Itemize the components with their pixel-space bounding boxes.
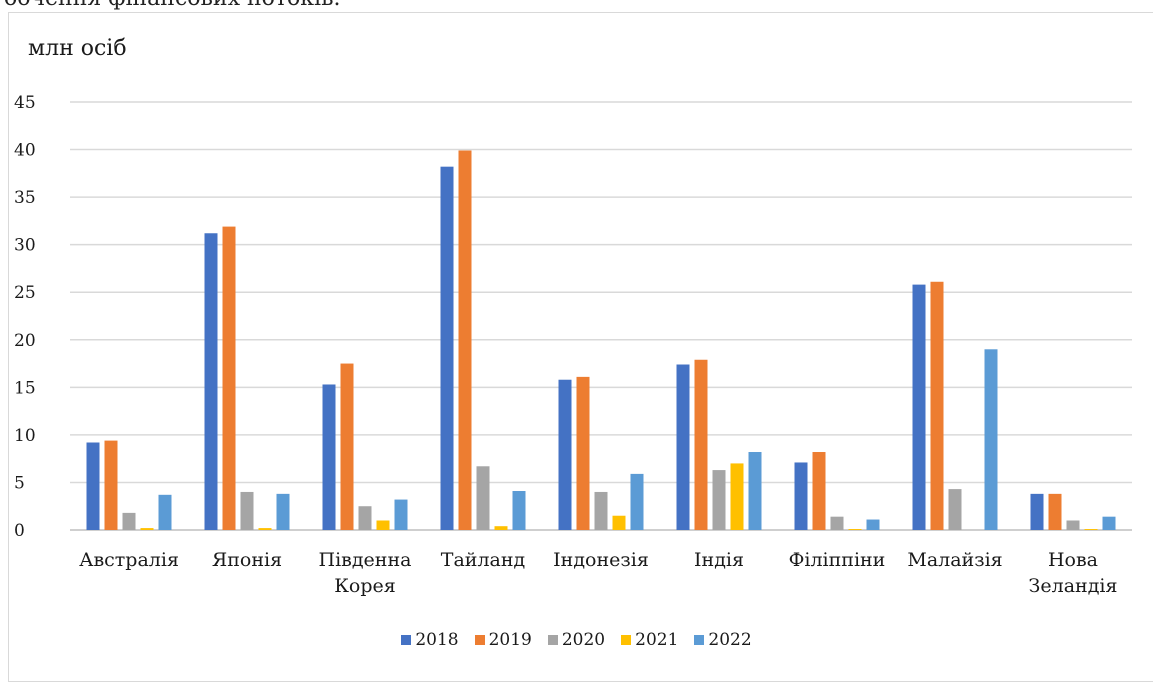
bar-2019-2 xyxy=(340,363,354,530)
legend-swatch xyxy=(694,635,705,645)
x-category-label: Австралія xyxy=(79,549,179,571)
document-text-fragment: обчення фінансових потоків. xyxy=(4,0,340,11)
bar-2020-8 xyxy=(1066,520,1080,530)
x-category-label: Індонезія xyxy=(553,549,649,571)
bar-2021-4 xyxy=(612,515,626,530)
legend-swatch xyxy=(547,635,558,645)
bar-2019-1 xyxy=(222,226,236,530)
legend-label: 2021 xyxy=(635,630,679,650)
x-category-label: Південна xyxy=(319,549,412,571)
y-tick-label: 15 xyxy=(14,378,36,398)
legend-label: 2020 xyxy=(561,630,606,650)
legend-item-2022: 2022 xyxy=(694,630,752,650)
bar-2018-4 xyxy=(558,379,572,530)
bar-2022-3 xyxy=(512,491,526,530)
bar-2018-3 xyxy=(440,166,454,531)
bar-2022-7 xyxy=(984,349,998,530)
y-axis-unit-label: млн осіб xyxy=(28,36,127,61)
bar-2020-0 xyxy=(122,512,136,530)
x-category-label: Нова xyxy=(1048,549,1098,571)
legend-item-2020: 2020 xyxy=(547,630,606,650)
x-category-label: Корея xyxy=(334,575,396,597)
bar-2018-7 xyxy=(912,284,926,530)
bar-2018-0 xyxy=(86,442,100,530)
legend-item-2018: 2018 xyxy=(401,630,459,650)
bar-2022-4 xyxy=(630,473,644,530)
bar-2021-2 xyxy=(376,520,390,530)
bar-2020-5 xyxy=(712,470,726,530)
x-category-label: Японія xyxy=(212,549,282,571)
bar-2018-2 xyxy=(322,384,336,530)
bar-2022-8 xyxy=(1102,516,1116,530)
y-tick-label: 10 xyxy=(14,426,36,446)
bar-2020-1 xyxy=(240,491,254,530)
bar-2021-5 xyxy=(730,463,744,530)
bar-2022-0 xyxy=(158,494,172,530)
y-tick-label: 30 xyxy=(14,236,36,256)
bar-2021-1 xyxy=(258,528,272,530)
bar-2019-0 xyxy=(104,440,118,530)
bar-2020-2 xyxy=(358,506,372,530)
legend-label: 2018 xyxy=(415,630,459,650)
bar-2021-6 xyxy=(848,529,862,530)
bar-2021-8 xyxy=(1084,529,1098,530)
x-category-label: Індія xyxy=(694,549,744,571)
legend-item-2019: 2019 xyxy=(474,630,532,650)
y-tick-label: 25 xyxy=(14,283,36,303)
legend-swatch xyxy=(401,635,412,645)
bar-2019-3 xyxy=(458,150,472,531)
bar-2020-6 xyxy=(830,516,844,530)
x-category-label: Філіппіни xyxy=(789,549,886,571)
y-tick-label: 20 xyxy=(14,331,36,351)
bar-2019-4 xyxy=(576,376,590,530)
bar-2022-2 xyxy=(394,499,408,530)
y-tick-label: 35 xyxy=(14,188,36,208)
bar-2018-5 xyxy=(676,364,690,530)
chart-legend: 2018 2019 2020 2021 2022 xyxy=(0,630,1153,650)
bar-2021-3 xyxy=(494,526,508,530)
bar-2022-1 xyxy=(276,493,290,530)
bar-2018-1 xyxy=(204,233,218,530)
bar-2018-8 xyxy=(1030,493,1044,530)
bar-2020-7 xyxy=(948,489,962,530)
legend-label: 2022 xyxy=(708,630,752,650)
y-tick-label: 45 xyxy=(14,93,36,113)
bar-2019-5 xyxy=(694,359,708,530)
x-category-label: Зеландія xyxy=(1029,575,1118,597)
bar-2020-4 xyxy=(594,491,608,530)
legend-swatch xyxy=(474,635,485,645)
bar-2022-6 xyxy=(866,519,880,530)
x-category-label: Тайланд xyxy=(441,549,525,571)
legend-swatch xyxy=(621,635,632,645)
legend-label: 2019 xyxy=(488,630,532,650)
bar-2018-6 xyxy=(794,462,808,530)
bar-2020-3 xyxy=(476,466,490,530)
y-tick-label: 0 xyxy=(14,521,25,541)
x-category-label: Малайзія xyxy=(907,549,1002,571)
bar-2019-6 xyxy=(812,452,826,530)
bar-2019-8 xyxy=(1048,493,1062,530)
y-tick-label: 5 xyxy=(14,473,25,493)
y-tick-label: 40 xyxy=(14,141,36,161)
legend-item-2021: 2021 xyxy=(621,630,678,650)
bar-2019-7 xyxy=(930,281,944,530)
bar-2021-0 xyxy=(140,528,154,530)
bar-2022-5 xyxy=(748,452,762,530)
